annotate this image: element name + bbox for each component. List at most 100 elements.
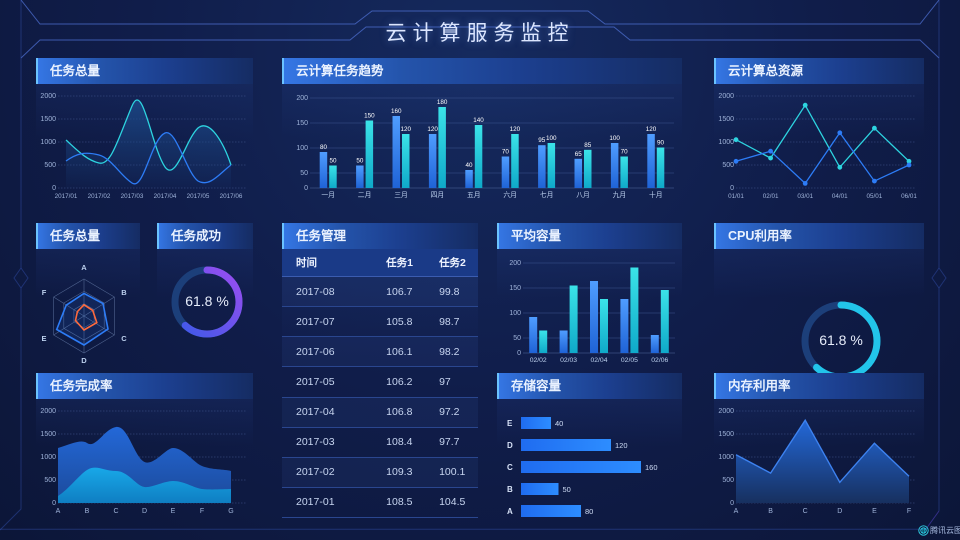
- svg-text:05/01: 05/01: [867, 193, 883, 200]
- svg-text:01/01: 01/01: [728, 193, 744, 200]
- svg-text:140: 140: [473, 117, 484, 124]
- svg-text:四月: 四月: [431, 191, 445, 199]
- svg-text:61.8 %: 61.8 %: [185, 293, 229, 309]
- svg-text:95: 95: [538, 137, 546, 144]
- svg-text:十月: 十月: [649, 190, 663, 199]
- svg-text:120: 120: [427, 126, 438, 133]
- svg-text:A: A: [56, 508, 61, 515]
- svg-text:2000: 2000: [718, 408, 734, 415]
- svg-text:100: 100: [546, 135, 557, 142]
- svg-text:61.8 %: 61.8 %: [819, 332, 863, 348]
- svg-text:0: 0: [517, 350, 521, 357]
- svg-text:2017/05: 2017/05: [187, 193, 210, 200]
- svg-text:九月: 九月: [613, 190, 627, 199]
- svg-text:2000: 2000: [718, 93, 734, 100]
- svg-text:0: 0: [730, 185, 734, 192]
- svg-text:三月: 三月: [394, 191, 408, 199]
- svg-text:02/06: 02/06: [651, 357, 668, 364]
- svg-text:1500: 1500: [718, 116, 734, 123]
- svg-text:500: 500: [44, 477, 56, 484]
- svg-text:80: 80: [320, 144, 328, 151]
- svg-text:E: E: [507, 419, 513, 428]
- svg-text:A: A: [507, 507, 513, 516]
- svg-text:40: 40: [465, 162, 473, 169]
- svg-text:B: B: [121, 288, 127, 297]
- svg-text:70: 70: [502, 149, 510, 156]
- svg-text:G: G: [228, 508, 233, 515]
- svg-text:0: 0: [52, 500, 56, 507]
- svg-text:1000: 1000: [718, 139, 734, 146]
- svg-text:500: 500: [722, 162, 734, 169]
- svg-text:2017/02: 2017/02: [88, 193, 111, 200]
- svg-text:2017/01: 2017/01: [55, 193, 78, 200]
- svg-text:50: 50: [356, 158, 364, 165]
- svg-text:八月: 八月: [576, 191, 590, 199]
- svg-text:03/01: 03/01: [797, 193, 813, 200]
- svg-text:1000: 1000: [40, 454, 56, 461]
- svg-text:100: 100: [609, 135, 620, 142]
- svg-text:B: B: [85, 508, 90, 515]
- svg-text:B: B: [507, 485, 513, 494]
- svg-text:06/01: 06/01: [901, 193, 917, 200]
- svg-text:02/02: 02/02: [530, 357, 547, 364]
- svg-text:1500: 1500: [40, 431, 56, 438]
- svg-text:2017/04: 2017/04: [154, 193, 177, 200]
- svg-text:0: 0: [52, 185, 56, 192]
- svg-text:50: 50: [300, 170, 308, 177]
- svg-text:40: 40: [555, 419, 563, 428]
- svg-text:160: 160: [645, 463, 658, 472]
- svg-text:E: E: [171, 508, 176, 515]
- svg-text:1500: 1500: [40, 116, 56, 123]
- svg-text:0: 0: [304, 185, 308, 192]
- svg-text:200: 200: [509, 260, 521, 267]
- svg-text:120: 120: [401, 126, 412, 133]
- svg-text:1500: 1500: [718, 431, 734, 438]
- svg-text:2017/06: 2017/06: [220, 193, 243, 200]
- svg-text:C: C: [121, 334, 127, 343]
- svg-text:F: F: [907, 508, 911, 515]
- svg-text:100: 100: [509, 310, 521, 317]
- svg-text:D: D: [507, 441, 513, 450]
- svg-text:F: F: [42, 288, 47, 297]
- svg-text:C: C: [113, 508, 118, 515]
- svg-text:E: E: [41, 334, 46, 343]
- svg-text:C: C: [507, 463, 513, 472]
- svg-text:七月: 七月: [540, 190, 554, 199]
- svg-text:50: 50: [513, 335, 521, 342]
- svg-text:90: 90: [657, 140, 665, 147]
- svg-text:150: 150: [509, 285, 521, 292]
- svg-text:65: 65: [575, 151, 583, 158]
- svg-text:120: 120: [615, 441, 628, 450]
- svg-text:200: 200: [296, 95, 308, 102]
- svg-text:D: D: [837, 508, 842, 515]
- svg-text:02/03: 02/03: [560, 357, 577, 364]
- svg-text:A: A: [81, 263, 87, 272]
- svg-text:2017/03: 2017/03: [121, 193, 144, 200]
- svg-text:120: 120: [646, 126, 657, 133]
- svg-text:500: 500: [44, 162, 56, 169]
- svg-text:85: 85: [584, 142, 592, 149]
- svg-text:500: 500: [722, 477, 734, 484]
- svg-text:1000: 1000: [718, 454, 734, 461]
- svg-text:C: C: [803, 508, 808, 515]
- svg-text:180: 180: [437, 99, 448, 106]
- svg-text:0: 0: [730, 500, 734, 507]
- svg-text:D: D: [142, 508, 147, 515]
- svg-text:A: A: [734, 508, 739, 515]
- svg-text:70: 70: [621, 149, 629, 156]
- svg-text:02/05: 02/05: [621, 357, 638, 364]
- svg-text:100: 100: [296, 145, 308, 152]
- svg-text:50: 50: [563, 485, 571, 494]
- svg-text:B: B: [768, 508, 773, 515]
- svg-text:04/01: 04/01: [832, 193, 848, 200]
- svg-text:二月: 二月: [358, 191, 372, 199]
- svg-text:02/04: 02/04: [590, 357, 607, 364]
- svg-text:六月: 六月: [503, 190, 517, 199]
- svg-text:1000: 1000: [40, 139, 56, 146]
- svg-text:50: 50: [329, 158, 337, 165]
- svg-text:80: 80: [585, 507, 593, 516]
- svg-text:D: D: [81, 356, 87, 365]
- svg-text:五月: 五月: [467, 191, 481, 199]
- svg-text:2000: 2000: [40, 93, 56, 100]
- svg-text:150: 150: [296, 120, 308, 127]
